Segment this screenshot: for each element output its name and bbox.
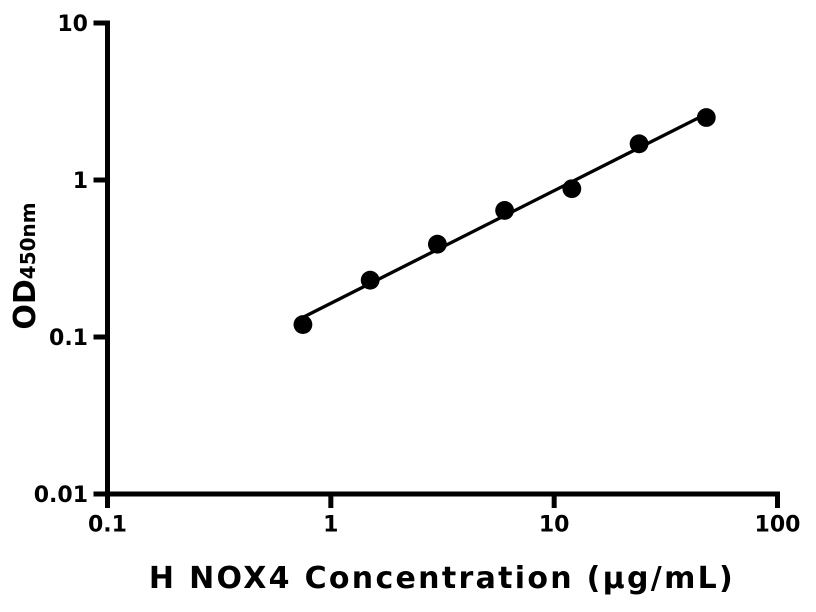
data-point [696,108,716,127]
x-tick-label: 0.1 [88,513,127,538]
y-tick-label: 0.01 [34,483,88,508]
data-point [293,315,313,334]
y-axis-title-main: OD [8,279,43,329]
y-axis-title: OD450nm [8,202,43,329]
x-tick-label: 100 [755,513,801,538]
x-tick-label: 10 [539,513,570,538]
y-tick-label: 0.1 [49,326,88,351]
y-tick-label: 1 [73,169,88,194]
x-axis-title: H NOX4 Concentration (µg/mL) [149,561,735,596]
data-points [293,108,716,334]
axes [105,20,780,497]
data-point [562,179,582,199]
data-point [629,134,649,154]
y-axis-title-subscript: 450nm [16,202,40,279]
data-point [360,270,380,290]
data-point [495,201,515,220]
y-tick-label: 10 [57,12,88,37]
y-axis-ticks: 0.01 0.1 1 10 [34,12,108,508]
data-point [427,234,447,254]
x-axis-ticks: 0.1 1 10 100 [88,494,800,538]
x-tick-label: 1 [323,513,338,538]
